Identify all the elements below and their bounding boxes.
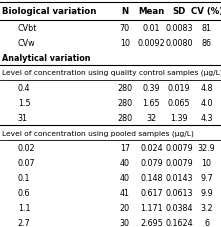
Text: Biological variation: Biological variation [2, 7, 97, 16]
Text: 0.1: 0.1 [18, 173, 30, 182]
Text: 0.0079: 0.0079 [165, 158, 193, 167]
Text: 0.0080: 0.0080 [165, 38, 193, 47]
Text: 1.65: 1.65 [143, 98, 160, 107]
Text: 0.0384: 0.0384 [165, 203, 193, 212]
Text: 20: 20 [120, 203, 130, 212]
Text: Analytical variation: Analytical variation [2, 53, 91, 62]
Text: 32.9: 32.9 [198, 143, 215, 152]
Text: 0.6: 0.6 [18, 188, 30, 197]
Text: 86: 86 [202, 38, 212, 47]
Text: 4.0: 4.0 [200, 98, 213, 107]
Text: 32: 32 [146, 113, 156, 122]
Text: 0.617: 0.617 [140, 188, 163, 197]
Text: 1.39: 1.39 [170, 113, 188, 122]
Text: 31: 31 [18, 113, 28, 122]
Text: 280: 280 [117, 83, 132, 92]
Text: 0.1624: 0.1624 [165, 218, 193, 227]
Text: 1.171: 1.171 [140, 203, 163, 212]
Text: Level of concentration using pooled samples (µg/L): Level of concentration using pooled samp… [2, 130, 194, 136]
Text: 0.39: 0.39 [143, 83, 160, 92]
Text: 30: 30 [120, 218, 130, 227]
Text: 0.0092: 0.0092 [137, 38, 165, 47]
Text: 0.0143: 0.0143 [165, 173, 193, 182]
Text: 0.07: 0.07 [18, 158, 35, 167]
Text: 0.024: 0.024 [140, 143, 163, 152]
Text: 0.4: 0.4 [18, 83, 30, 92]
Text: 0.148: 0.148 [140, 173, 163, 182]
Text: 10: 10 [202, 158, 212, 167]
Text: 40: 40 [120, 158, 130, 167]
Text: Level of concentration using quality control samples (µg/L): Level of concentration using quality con… [2, 70, 221, 76]
Text: 0.0079: 0.0079 [165, 143, 193, 152]
Text: 10: 10 [120, 38, 130, 47]
Text: 17: 17 [120, 143, 130, 152]
Text: CVw: CVw [18, 38, 35, 47]
Text: 1.1: 1.1 [18, 203, 30, 212]
Text: Mean: Mean [138, 7, 164, 16]
Text: 2.695: 2.695 [140, 218, 163, 227]
Text: 280: 280 [117, 113, 132, 122]
Text: 2.7: 2.7 [18, 218, 30, 227]
Text: 0.019: 0.019 [168, 83, 190, 92]
Text: 40: 40 [120, 173, 130, 182]
Text: 3.2: 3.2 [200, 203, 213, 212]
Text: 0.079: 0.079 [140, 158, 163, 167]
Text: 81: 81 [202, 23, 212, 32]
Text: 0.01: 0.01 [143, 23, 160, 32]
Text: 9.9: 9.9 [200, 188, 213, 197]
Text: 1.5: 1.5 [18, 98, 30, 107]
Text: 4.3: 4.3 [200, 113, 213, 122]
Text: 0.02: 0.02 [18, 143, 35, 152]
Text: 9.7: 9.7 [200, 173, 213, 182]
Text: 70: 70 [120, 23, 130, 32]
Text: 4.8: 4.8 [200, 83, 213, 92]
Text: 6: 6 [204, 218, 209, 227]
Text: CVbt: CVbt [18, 23, 37, 32]
Text: 41: 41 [120, 188, 130, 197]
Text: 280: 280 [117, 98, 132, 107]
Text: SD: SD [172, 7, 186, 16]
Text: CV (%): CV (%) [191, 7, 221, 16]
Text: 0.0613: 0.0613 [165, 188, 193, 197]
Text: 0.065: 0.065 [168, 98, 190, 107]
Text: 0.0083: 0.0083 [165, 23, 193, 32]
Text: N: N [121, 7, 128, 16]
